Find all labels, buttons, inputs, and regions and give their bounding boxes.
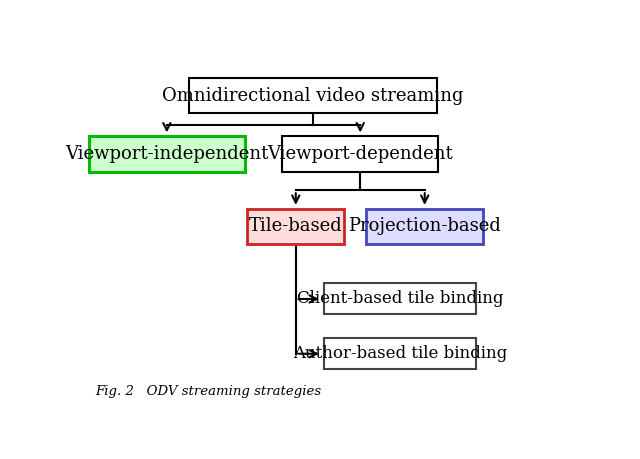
Text: Projection-based: Projection-based [348, 218, 501, 235]
FancyBboxPatch shape [324, 338, 476, 369]
Text: Omnidirectional video streaming: Omnidirectional video streaming [163, 87, 464, 105]
FancyBboxPatch shape [367, 209, 483, 244]
Text: Viewport-dependent: Viewport-dependent [268, 145, 453, 163]
Text: Author-based tile binding: Author-based tile binding [292, 345, 507, 362]
Text: Client-based tile binding: Client-based tile binding [297, 291, 503, 308]
FancyBboxPatch shape [189, 78, 437, 113]
Text: Tile-based: Tile-based [249, 218, 342, 235]
FancyBboxPatch shape [248, 209, 344, 244]
Text: Viewport-independent: Viewport-independent [65, 145, 269, 163]
Text: Fig. 2   ODV streaming strategies: Fig. 2 ODV streaming strategies [95, 385, 321, 398]
FancyBboxPatch shape [324, 283, 476, 314]
FancyBboxPatch shape [282, 136, 438, 172]
FancyBboxPatch shape [89, 136, 245, 172]
